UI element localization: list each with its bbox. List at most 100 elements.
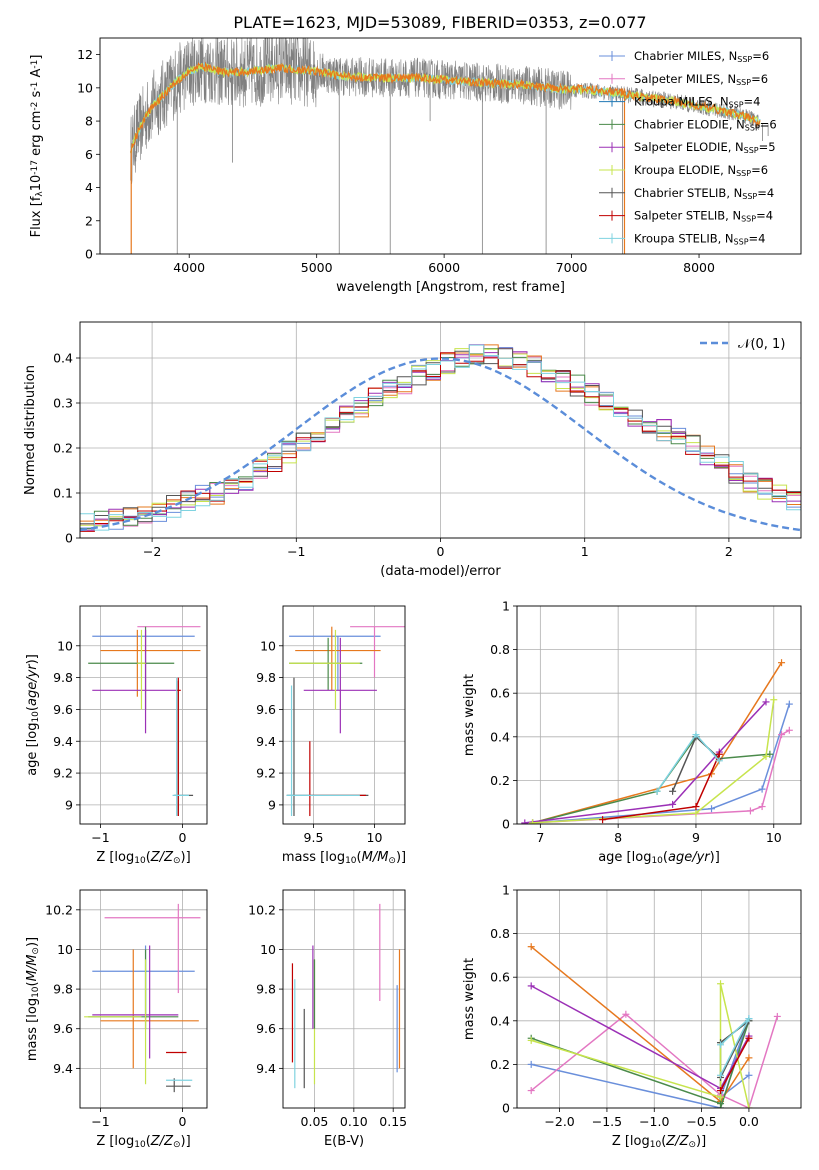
x-tick-label: 7000 [556,260,588,275]
y-tick-label: 10 [57,638,73,653]
axes-frame [79,321,802,539]
y-tick-label: 9.6 [53,1021,73,1036]
y-tick-label: 10 [57,942,73,957]
weight-series [529,700,793,824]
y-axis-label: age [log10(age/yr)] [25,654,41,776]
x-tick-label: −2.0 [544,1114,574,1129]
x-tick-label: 0.05 [301,1114,329,1129]
legend-label: 𝒩(0, 1) [738,337,785,352]
y-tick-label: 0 [85,247,93,262]
weight-line [531,1018,750,1108]
legend-label: Kroupa ELODIE, NSSP=6 [634,163,768,178]
chart-age_vs_Z: −1 0 9 9.2 9.4 9.6 9.8 10 Z [log10(Z/Z⊙)] age [lo… [25,605,208,866]
chart-weight_vs_age: 7 8 9 10 0 0.2 0.4 0.6 0.8 1 age [log10(age/yr)] ma… [462,599,802,866]
residual-histogram [80,344,801,531]
errorbar-point [289,629,360,710]
plot-area [291,903,401,1089]
axes-frame [516,605,802,825]
y-tick-label: 10 [260,942,276,957]
legend-label: Salpeter STELIB, NSSP=4 [634,209,773,224]
x-tick-label: 5000 [301,260,333,275]
y-tick-label: 0.4 [490,1013,510,1028]
errorbar-point [92,945,195,1019]
y-tick-label: 1 [502,599,510,614]
y-tick-label: 9.4 [256,1061,276,1076]
y-tick-label: 9.6 [256,1021,276,1036]
errorbar-point [303,637,377,734]
weight-line [532,662,783,824]
grid [283,890,405,1108]
x-tick-label: 0 [437,544,445,559]
x-axis-label: Z [log10(Z/Z⊙)] [96,850,190,866]
y-axis-label: mass [log10(M/M⊙)] [25,937,41,1061]
chart-mass_vs_EBV: 0.05 0.10 0.15 9.4 9.6 9.8 10 10.2 E(B-V) [248,889,407,1149]
weight-line [719,1020,750,1078]
x-tick-label: −1 [91,1114,109,1129]
chart-weight_vs_Z: −2.0 −1.5 −1.0 −0.5 0.0 0 0.2 0.4 0.6 0.8 1 Z [log1… [462,883,802,1150]
errorbar-point [92,945,179,1059]
y-tick-label: 10.2 [248,902,276,917]
y-tick-label: 0.1 [53,486,73,501]
x-tick-label: 4000 [173,260,205,275]
legend-label: Kroupa STELIB, NSSP=4 [634,231,765,246]
y-tick-label: 0 [65,531,73,546]
x-tick-label: 0 [178,830,186,845]
plot-area [286,626,405,817]
y-tick-label: 9.8 [256,670,276,685]
y-tick-label: 9.8 [53,982,73,997]
y-tick-label: 9.6 [53,702,73,717]
y-tick-label: 0.8 [490,926,510,941]
x-tick-label: 8 [614,830,622,845]
x-tick-label: 7 [536,830,544,845]
y-axis-label: mass weight [462,958,477,1040]
y-tick-label: 9.4 [256,734,276,749]
legend-label: Chabrier STELIB, NSSP=4 [634,186,774,201]
x-axis-label: E(B-V) [324,1134,364,1149]
y-tick-label: 9 [65,797,73,812]
y-tick-label: 0.4 [490,729,510,744]
x-tick-label: 6000 [428,260,460,275]
y-tick-label: 9.8 [53,670,73,685]
y-tick-label: 9.2 [256,766,276,781]
x-axis-label: wavelength [Angstrom, rest frame] [336,280,565,295]
x-tick-label: 0 [178,1114,186,1129]
x-tick-label: 0.10 [340,1114,368,1129]
y-tick-label: 9.2 [53,766,73,781]
y-tick-label: 0.6 [490,686,510,701]
chart-mass_vs_Z: −1 0 9.4 9.6 9.8 10 10.2 Z [log10(Z/Z⊙)] mass [l… [25,889,208,1150]
weight-line [719,1037,750,1091]
weight-series [653,731,723,795]
x-axis-label: (data-model)/error [380,564,501,579]
y-tick-label: 0.6 [490,970,510,985]
plot-area [130,38,769,254]
legend-label: Salpeter MILES, NSSP=6 [634,72,768,87]
y-tick-label: 6 [85,147,93,162]
weight-series [717,1015,753,1079]
y-tick-label: 10 [260,638,276,653]
legend-label: Salpeter ELODIE, NSSP=5 [634,140,776,155]
y-axis-label: Flux [fλ10-17 erg cm-2 s-1 A-1] [29,55,45,238]
weight-line [532,699,775,824]
grid [283,606,405,824]
y-tick-label: 9.6 [256,702,276,717]
model-spectrum [130,61,761,153]
y-tick-label: 0.2 [490,1057,510,1072]
y-tick-label: 1 [502,883,510,898]
x-tick-label: 8000 [683,260,715,275]
plot-area [84,903,201,1093]
plot-area [521,659,793,824]
x-tick-label: 10 [367,830,383,845]
x-axis-label: Z [log10(Z/Z⊙)] [96,1134,190,1150]
x-axis-label: mass [log10(M/M⊙)] [282,850,406,866]
y-tick-label: 0 [502,1101,510,1116]
x-tick-label: 0.0 [739,1114,759,1129]
y-tick-label: 10 [77,80,93,95]
x-axis-label: Z [log10(Z/Z⊙)] [612,1134,706,1150]
y-axis-label: Normed distribution [23,365,38,495]
x-tick-label: 2 [725,544,733,559]
axes-frame [79,605,208,825]
errorbar-point [88,626,175,710]
axes-frame [99,37,802,255]
chart-spectrum: 4000 5000 6000 7000 8000 0 2 4 6 8 10 12 wavelength … [29,37,802,295]
